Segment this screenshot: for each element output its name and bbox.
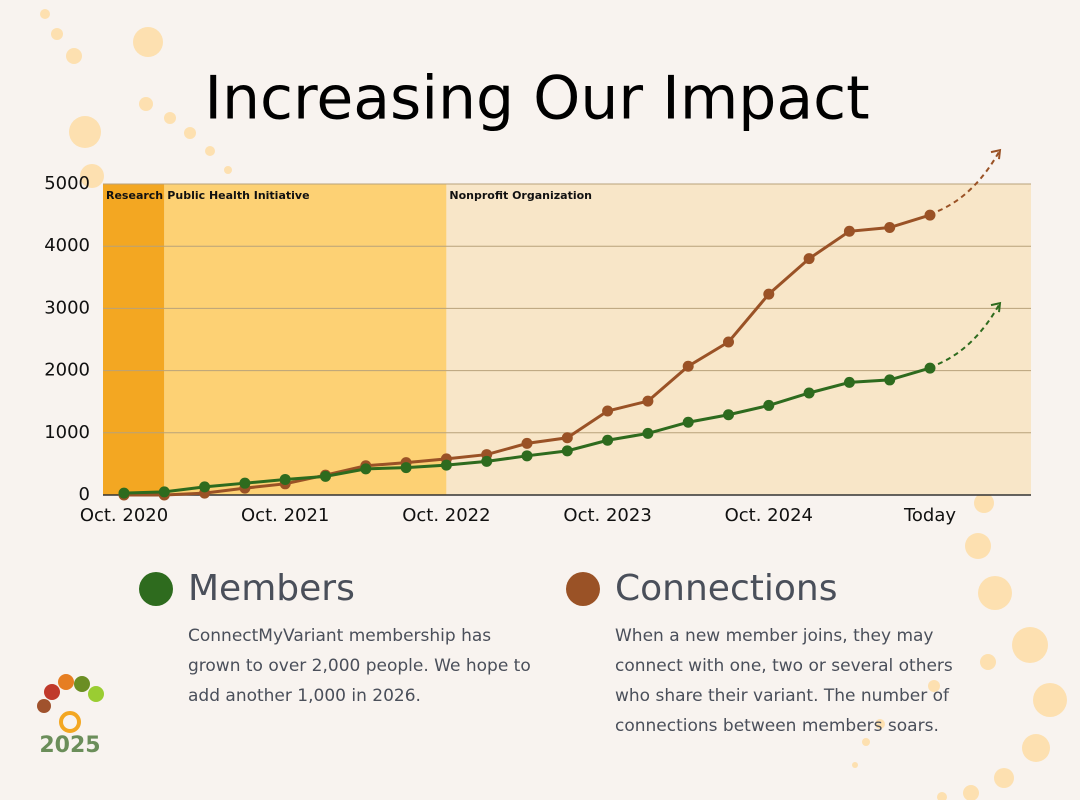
data-point: [723, 409, 734, 421]
data-point: [682, 416, 694, 428]
phase-band: [446, 184, 1031, 495]
data-point: [884, 222, 896, 234]
data-point: [642, 427, 654, 439]
data-point: [843, 376, 855, 388]
data-point: [320, 470, 331, 482]
data-point: [763, 399, 775, 411]
x-tick-label: Oct. 2022: [402, 505, 490, 526]
phase-band: [164, 184, 447, 495]
y-tick-label: 4000: [44, 235, 90, 256]
legend-label: Connections: [615, 568, 837, 609]
data-point: [360, 463, 372, 475]
chart-title: Increasing Our Impact: [204, 64, 869, 134]
data-point: [642, 395, 654, 407]
data-point: [763, 288, 775, 300]
data-point: [884, 374, 896, 386]
x-tick-label: Today: [903, 505, 956, 526]
x-tick-label: Oct. 2020: [80, 505, 168, 526]
data-point: [602, 434, 614, 446]
legend-description: When a new member joins, they may connec…: [615, 626, 953, 736]
y-tick-label: 1000: [44, 422, 90, 443]
legend-swatch: [566, 572, 600, 606]
phase-label: Nonprofit Organization: [449, 189, 592, 202]
legend-label: Members: [188, 568, 355, 609]
logo: 2025: [37, 674, 104, 758]
data-point: [561, 445, 573, 457]
data-point: [843, 225, 855, 237]
decoration: [40, 9, 1067, 800]
data-point: [803, 253, 815, 265]
x-tick-label: Oct. 2021: [241, 505, 329, 526]
data-point: [279, 473, 291, 485]
legend-swatch: [139, 572, 173, 606]
y-tick-label: 3000: [44, 297, 90, 318]
y-tick-label: 2000: [44, 360, 90, 381]
phase-band: [103, 184, 165, 495]
data-point: [400, 462, 412, 474]
data-point: [118, 487, 130, 499]
arrow-head: [990, 301, 1002, 313]
x-tick-label: Oct. 2024: [725, 505, 813, 526]
data-point: [440, 459, 452, 471]
data-point: [803, 387, 815, 399]
legend-description: ConnectMyVariant membership has grown to…: [188, 626, 531, 706]
data-point: [602, 405, 614, 417]
data-point: [199, 481, 211, 493]
y-tick-label: 5000: [44, 173, 90, 194]
data-point: [521, 437, 533, 449]
data-point: [723, 336, 734, 348]
phase-label: Research: [106, 189, 163, 202]
data-point: [521, 450, 533, 462]
data-point: [561, 432, 573, 444]
y-tick-label: 0: [79, 484, 90, 505]
data-point: [239, 477, 251, 489]
logo-text: 2025: [39, 733, 100, 758]
phase-label: Public Health Initiative: [167, 189, 309, 202]
data-point: [158, 486, 170, 498]
data-point: [682, 360, 694, 372]
arrow-head: [990, 148, 1002, 160]
data-point: [924, 362, 936, 374]
data-point: [924, 209, 936, 221]
data-point: [481, 455, 493, 467]
x-tick-label: Oct. 2023: [563, 505, 651, 526]
